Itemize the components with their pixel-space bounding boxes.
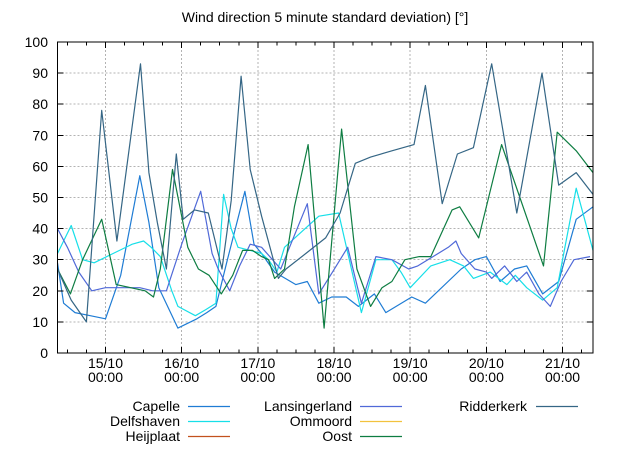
legend-label-capelle: Capelle — [133, 398, 181, 414]
series-line-oost — [56, 128, 594, 329]
y-tick-label: 0 — [40, 345, 48, 361]
x-tick-time-label: 00:00 — [393, 369, 428, 385]
series-line-capelle — [56, 175, 594, 329]
y-tick-label: 90 — [32, 65, 48, 81]
legend-label-heijplaat: Heijplaat — [126, 428, 181, 444]
chart-title: Wind direction 5 minute standard deviati… — [182, 9, 469, 25]
y-tick-label: 30 — [32, 252, 48, 268]
x-tick-time-label: 00:00 — [545, 369, 580, 385]
x-tick-time-label: 00:00 — [240, 369, 275, 385]
y-tick-label: 20 — [32, 283, 48, 299]
series-line-ridderkerk — [56, 63, 594, 323]
legend-label-ridderkerk: Ridderkerk — [459, 398, 528, 414]
x-tick-date-label: 20/10 — [469, 355, 504, 371]
x-tick-date-label: 16/10 — [164, 355, 199, 371]
x-tick-time-label: 00:00 — [316, 369, 351, 385]
x-tick-time-label: 00:00 — [164, 369, 199, 385]
x-tick-date-label: 15/10 — [88, 355, 123, 371]
x-tick-date-label: 17/10 — [240, 355, 275, 371]
x-tick-time-label: 00:00 — [469, 369, 504, 385]
series-line-delfshaven — [56, 187, 594, 317]
y-tick-label: 70 — [32, 127, 48, 143]
x-tick-date-label: 19/10 — [393, 355, 428, 371]
y-tick-label: 100 — [25, 34, 49, 50]
y-tick-label: 60 — [32, 158, 48, 174]
legend-label-lansingerland: Lansingerland — [264, 398, 352, 414]
legend: Capelle Delfshaven Heijplaat Lansingerla… — [110, 398, 578, 444]
axis-labels: 010203040506070809010015/1000:0016/1000:… — [25, 34, 581, 385]
x-tick-date-label: 18/10 — [316, 355, 351, 371]
legend-label-delfshaven: Delfshaven — [110, 413, 180, 429]
series-layer — [56, 63, 594, 329]
y-tick-label: 10 — [32, 314, 48, 330]
x-tick-time-label: 00:00 — [88, 369, 123, 385]
y-tick-label: 50 — [32, 190, 48, 206]
y-tick-label: 40 — [32, 221, 48, 237]
y-tick-label: 80 — [32, 96, 48, 112]
plot-frame — [57, 41, 594, 354]
legend-label-oost: Oost — [322, 428, 352, 444]
legend-label-ommoord: Ommoord — [290, 413, 352, 429]
plot-border — [57, 41, 594, 354]
grid-layer — [57, 42, 593, 353]
series-line-lansingerland — [56, 190, 591, 307]
x-tick-date-label: 21/10 — [545, 355, 580, 371]
